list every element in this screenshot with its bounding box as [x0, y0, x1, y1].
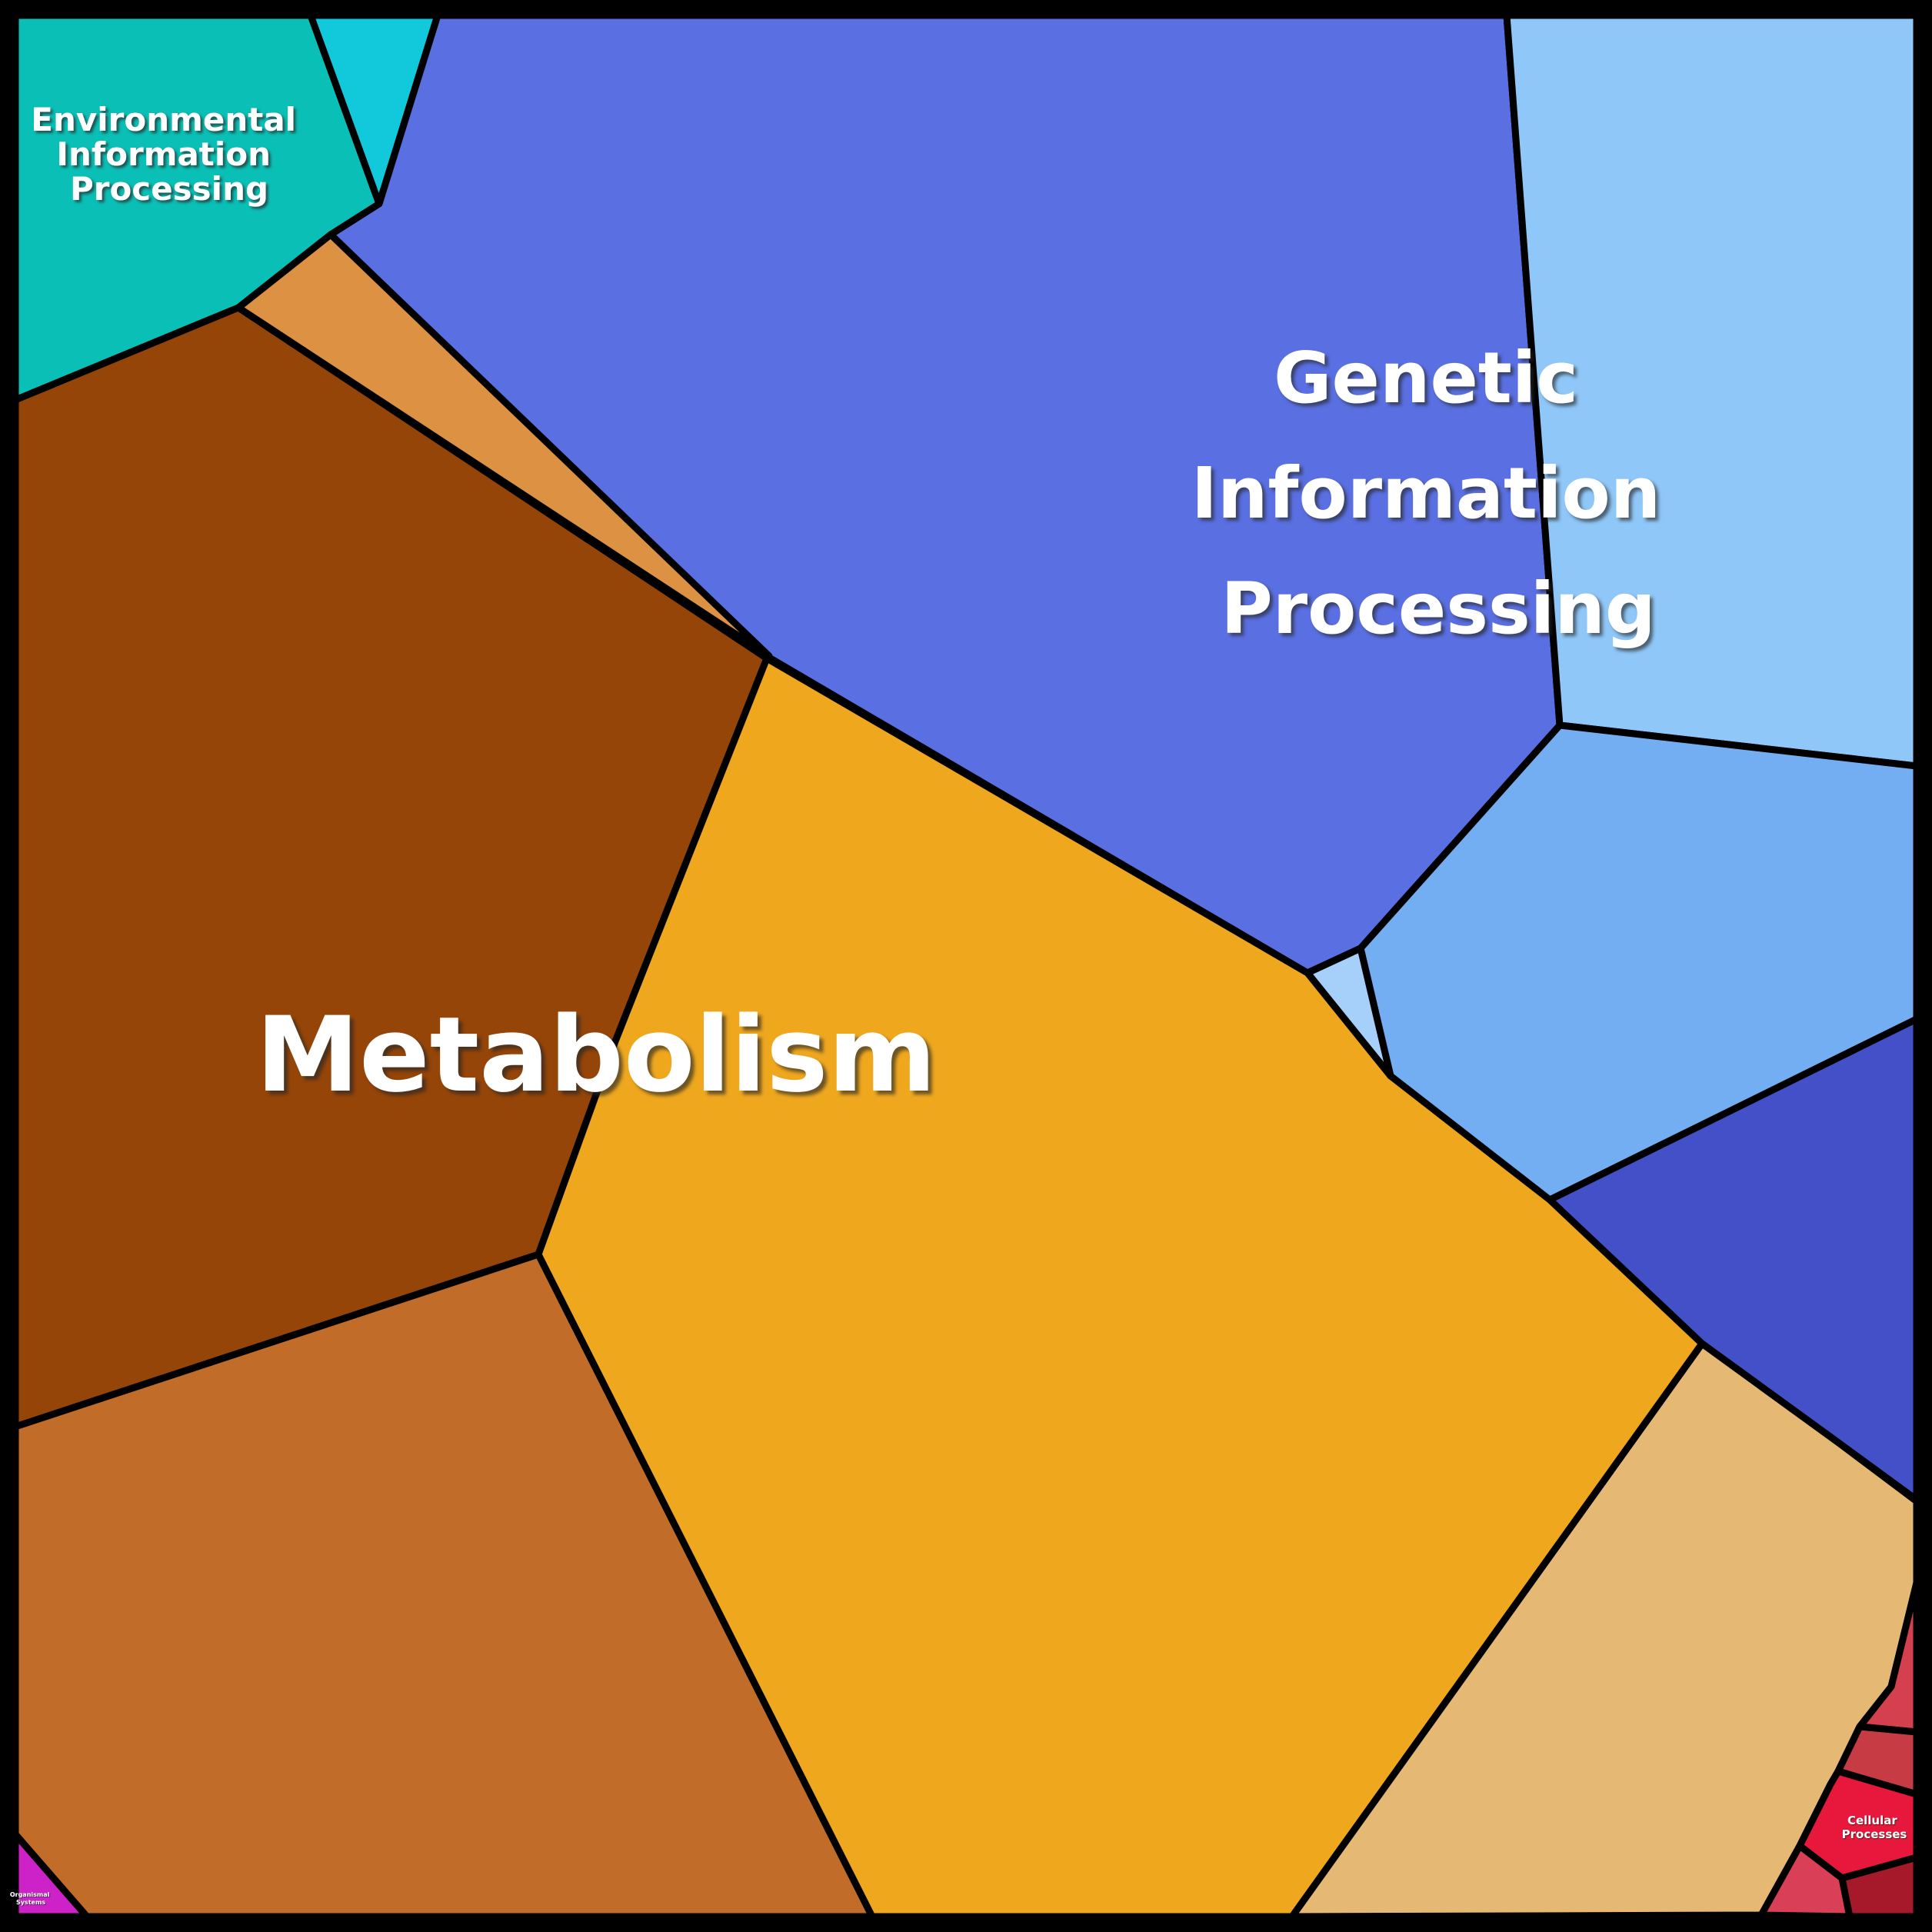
label-environmental-information-processing: Environmental Information Processing — [31, 101, 307, 208]
label-cellular-processes: Cellular Processes — [1842, 1814, 1907, 1841]
cell-organismal-systems — [12, 1830, 91, 1920]
label-metabolism: Metabolism — [256, 994, 937, 1115]
label-organismal-systems: Organismal Systems — [10, 1891, 52, 1906]
cell-metabolism-medium — [12, 1251, 876, 1920]
label-genetic-information-processing: Genetic Information Processing — [1191, 337, 1686, 650]
cell-cellular-r5 — [1838, 1854, 1920, 1920]
cell-metabolism-band — [235, 231, 773, 660]
